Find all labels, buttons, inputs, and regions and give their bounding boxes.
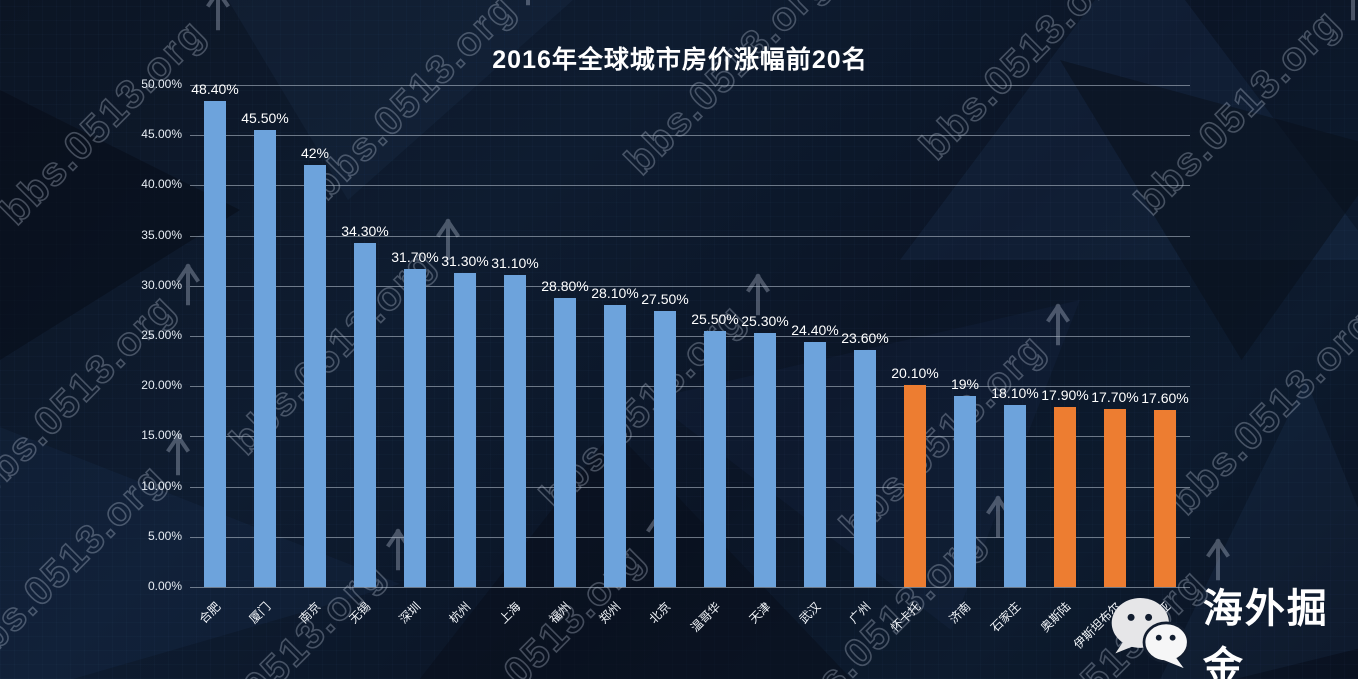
bar-value-label: 25.30% [741, 312, 789, 329]
y-axis-tick-label: 25.00% [141, 328, 182, 342]
bar-value-label: 31.10% [491, 254, 539, 271]
bar-value-label: 48.40% [191, 81, 239, 98]
gridline [190, 135, 1190, 137]
gridline [190, 285, 1190, 287]
bar-value-label: 23.60% [841, 330, 889, 347]
gridline [190, 235, 1190, 237]
y-axis-tick-label: 35.00% [141, 227, 182, 242]
gridline [190, 185, 1190, 187]
gridline [190, 486, 1190, 488]
bar-value-label: 28.10% [591, 284, 639, 301]
bar [704, 330, 726, 587]
bar [254, 130, 276, 587]
bar [1004, 405, 1026, 587]
bar-value-label: 20.10% [891, 365, 939, 382]
y-axis-tick-label: 45.00% [141, 127, 182, 142]
bar [404, 268, 426, 587]
bar-value-label: 18.10% [991, 385, 1039, 402]
bar [804, 342, 826, 587]
bar-value-label: 17.60% [1141, 390, 1189, 407]
bar [654, 310, 676, 587]
gridline [190, 336, 1190, 337]
gridline [190, 536, 1190, 538]
y-axis-tick-label: 5.00% [147, 528, 182, 543]
bar-value-label: 42% [300, 145, 330, 162]
bar-value-label: 24.40% [791, 322, 839, 339]
bar [1054, 407, 1076, 587]
y-axis-tick-label: 40.00% [141, 177, 182, 192]
y-axis-tick-label: 20.00% [141, 378, 182, 393]
gridline [190, 436, 1190, 438]
bar [554, 297, 576, 587]
bar [304, 165, 326, 587]
bar [904, 385, 926, 587]
bar [204, 101, 226, 587]
bar [754, 332, 776, 587]
bar-value-label: 31.70% [391, 248, 439, 265]
bar [454, 272, 476, 587]
gridline [190, 386, 1190, 388]
gridline [190, 85, 1190, 86]
wechat-logo-icon [1111, 598, 1190, 669]
gridline [190, 587, 1190, 588]
bar-value-label: 25.50% [691, 310, 739, 327]
bar [504, 274, 526, 587]
bar [1104, 409, 1126, 587]
y-axis-tick-label: 0.00% [147, 579, 182, 593]
bar [1154, 410, 1176, 587]
bar [354, 242, 376, 587]
bar-value-label: 17.90% [1041, 387, 1089, 404]
bar-value-label: 27.50% [641, 290, 689, 307]
chart-title: 2016年全球城市房价涨幅前20名 [492, 46, 868, 74]
brand-name: 海外掘金 [1202, 587, 1329, 679]
bar [954, 396, 976, 587]
bar-value-label: 31.30% [441, 252, 489, 269]
bar [604, 304, 626, 587]
y-axis-tick-label: 50.00% [141, 77, 182, 91]
bar-value-label: 34.30% [341, 222, 389, 239]
bar-value-label: 28.80% [541, 277, 589, 294]
bar-value-label: 19% [950, 376, 980, 393]
bar [854, 350, 876, 587]
bar-value-label: 17.70% [1091, 389, 1139, 406]
y-axis-tick-label: 15.00% [141, 428, 182, 443]
bar-value-label: 45.50% [241, 110, 289, 127]
brand-footer: 海外掘金 [1108, 576, 1358, 679]
y-axis-tick-label: 10.00% [141, 478, 182, 493]
y-axis-tick-label: 30.00% [141, 277, 182, 292]
